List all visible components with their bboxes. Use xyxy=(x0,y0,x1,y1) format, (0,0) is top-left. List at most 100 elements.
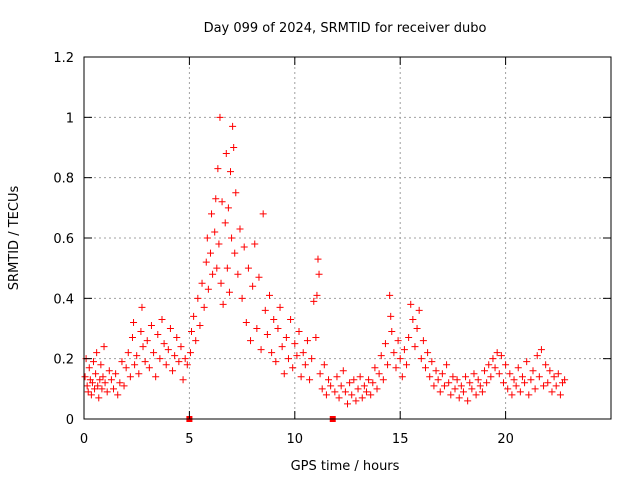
data-point xyxy=(337,382,345,390)
data-point xyxy=(169,367,177,375)
data-point xyxy=(537,346,545,354)
data-point xyxy=(542,361,550,369)
data-point xyxy=(381,340,389,348)
data-point xyxy=(308,355,316,363)
x-tick-label: 10 xyxy=(287,432,304,447)
data-point xyxy=(138,303,146,311)
data-point xyxy=(145,364,153,372)
data-point xyxy=(413,325,421,332)
data-point xyxy=(489,355,497,363)
data-point xyxy=(554,370,562,378)
data-point xyxy=(270,315,278,323)
data-point xyxy=(268,349,276,357)
data-point xyxy=(89,358,97,366)
data-point xyxy=(432,367,440,375)
data-point xyxy=(529,367,537,375)
data-point xyxy=(384,361,392,369)
data-point xyxy=(164,346,172,354)
data-point xyxy=(485,361,493,369)
data-point xyxy=(173,334,181,342)
data-point xyxy=(112,370,120,378)
data-point xyxy=(516,388,524,396)
data-point xyxy=(546,367,554,375)
data-point xyxy=(365,376,373,384)
data-point xyxy=(327,382,335,390)
data-point xyxy=(499,379,507,387)
data-point xyxy=(150,349,158,357)
data-point xyxy=(200,303,208,311)
data-point xyxy=(211,228,219,236)
data-point xyxy=(198,279,206,287)
data-point xyxy=(162,361,170,369)
data-point xyxy=(208,210,216,218)
data-point xyxy=(495,370,503,378)
data-point xyxy=(204,285,212,293)
data-point xyxy=(415,306,423,314)
data-point xyxy=(97,361,105,369)
data-point xyxy=(231,249,239,257)
data-point xyxy=(394,337,402,345)
data-point xyxy=(310,297,318,305)
data-point xyxy=(179,376,187,384)
data-point xyxy=(141,358,149,366)
data-point xyxy=(369,379,377,387)
data-point xyxy=(411,343,419,351)
data-point xyxy=(227,168,235,176)
data-point xyxy=(468,385,476,393)
data-point xyxy=(215,240,223,248)
data-point xyxy=(407,300,415,308)
data-point xyxy=(81,373,89,381)
data-point xyxy=(95,394,103,402)
data-point xyxy=(518,373,526,381)
data-point xyxy=(449,373,457,381)
data-point xyxy=(122,364,130,372)
axis-ticks: 0 0.2 0.4 0.6 0.8 1 1.2 0 5 10 15 20 xyxy=(53,51,611,447)
data-point xyxy=(306,376,314,384)
data-point xyxy=(428,358,436,366)
data-point xyxy=(464,397,472,405)
data-point xyxy=(348,391,356,399)
x-tick-label: 0 xyxy=(80,432,88,447)
data-point xyxy=(166,325,174,332)
data-point xyxy=(244,264,252,272)
data-point xyxy=(212,195,220,203)
data-point xyxy=(354,385,362,393)
data-point xyxy=(325,376,333,384)
data-point xyxy=(453,376,461,384)
data-point xyxy=(491,364,499,372)
data-point xyxy=(512,382,520,390)
data-point xyxy=(242,318,250,326)
data-point xyxy=(101,379,109,387)
data-points xyxy=(81,113,569,422)
data-point xyxy=(474,376,482,384)
y-tick-label: 1 xyxy=(66,111,74,126)
grid-lines xyxy=(84,57,611,419)
y-tick-label: 0.6 xyxy=(53,232,74,247)
data-point xyxy=(188,328,196,336)
data-point xyxy=(535,373,543,381)
data-point xyxy=(156,355,164,363)
data-point xyxy=(203,234,211,242)
data-point xyxy=(249,282,257,290)
data-point xyxy=(181,355,189,363)
data-point xyxy=(396,355,404,363)
data-point xyxy=(315,270,323,278)
y-tick-label: 1.2 xyxy=(53,51,74,66)
data-point xyxy=(224,204,232,212)
data-point xyxy=(83,382,91,390)
data-point xyxy=(152,373,160,381)
data-point xyxy=(424,349,432,357)
data-point xyxy=(107,376,115,384)
data-point xyxy=(527,376,535,384)
data-point xyxy=(287,315,295,323)
data-point xyxy=(175,358,183,366)
data-point xyxy=(255,273,263,281)
data-point xyxy=(510,376,518,384)
data-point xyxy=(373,385,381,393)
data-point xyxy=(430,382,438,390)
data-point xyxy=(135,370,143,378)
data-point xyxy=(331,388,339,396)
data-point xyxy=(196,321,204,329)
data-point xyxy=(459,388,467,396)
